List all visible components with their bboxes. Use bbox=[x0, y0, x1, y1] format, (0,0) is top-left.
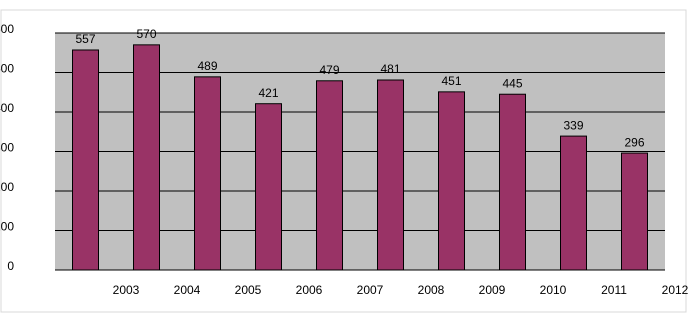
bar bbox=[133, 44, 160, 271]
bar bbox=[438, 91, 465, 271]
value-label: 479 bbox=[319, 63, 339, 77]
x-tick-label: 2007 bbox=[357, 283, 384, 297]
bar bbox=[255, 103, 282, 271]
value-label: 339 bbox=[563, 118, 583, 132]
value-label: 557 bbox=[75, 32, 95, 46]
x-tick-label: 2009 bbox=[479, 283, 506, 297]
y-tick-label: 600 bbox=[0, 22, 14, 36]
y-tick-label: 300 bbox=[0, 141, 14, 155]
y-tick-label: 200 bbox=[0, 180, 14, 194]
value-label: 296 bbox=[624, 135, 644, 149]
bar bbox=[499, 93, 526, 271]
y-tick-label: 0 bbox=[7, 259, 14, 273]
bar bbox=[377, 79, 404, 271]
x-tick-label: 2003 bbox=[113, 283, 140, 297]
x-tick-label: 2005 bbox=[235, 283, 262, 297]
x-tick-label: 2010 bbox=[540, 283, 567, 297]
value-label: 451 bbox=[441, 74, 461, 88]
bar bbox=[72, 49, 99, 271]
value-label: 570 bbox=[136, 27, 156, 41]
bar bbox=[560, 135, 587, 271]
x-tick-label: 2004 bbox=[174, 283, 201, 297]
bar bbox=[194, 76, 221, 271]
x-tick-label: 2012 bbox=[662, 283, 689, 297]
bar bbox=[316, 80, 343, 271]
value-label: 481 bbox=[380, 62, 400, 76]
value-label: 421 bbox=[258, 86, 278, 100]
value-label: 489 bbox=[197, 59, 217, 73]
y-tick-label: 400 bbox=[0, 101, 14, 115]
x-tick-label: 2006 bbox=[296, 283, 323, 297]
x-tick-label: 2008 bbox=[418, 283, 445, 297]
value-label: 445 bbox=[502, 76, 522, 90]
y-tick-label: 100 bbox=[0, 220, 14, 234]
x-tick-label: 2011 bbox=[601, 283, 627, 297]
y-tick-label: 500 bbox=[0, 62, 14, 76]
bar bbox=[621, 152, 648, 271]
